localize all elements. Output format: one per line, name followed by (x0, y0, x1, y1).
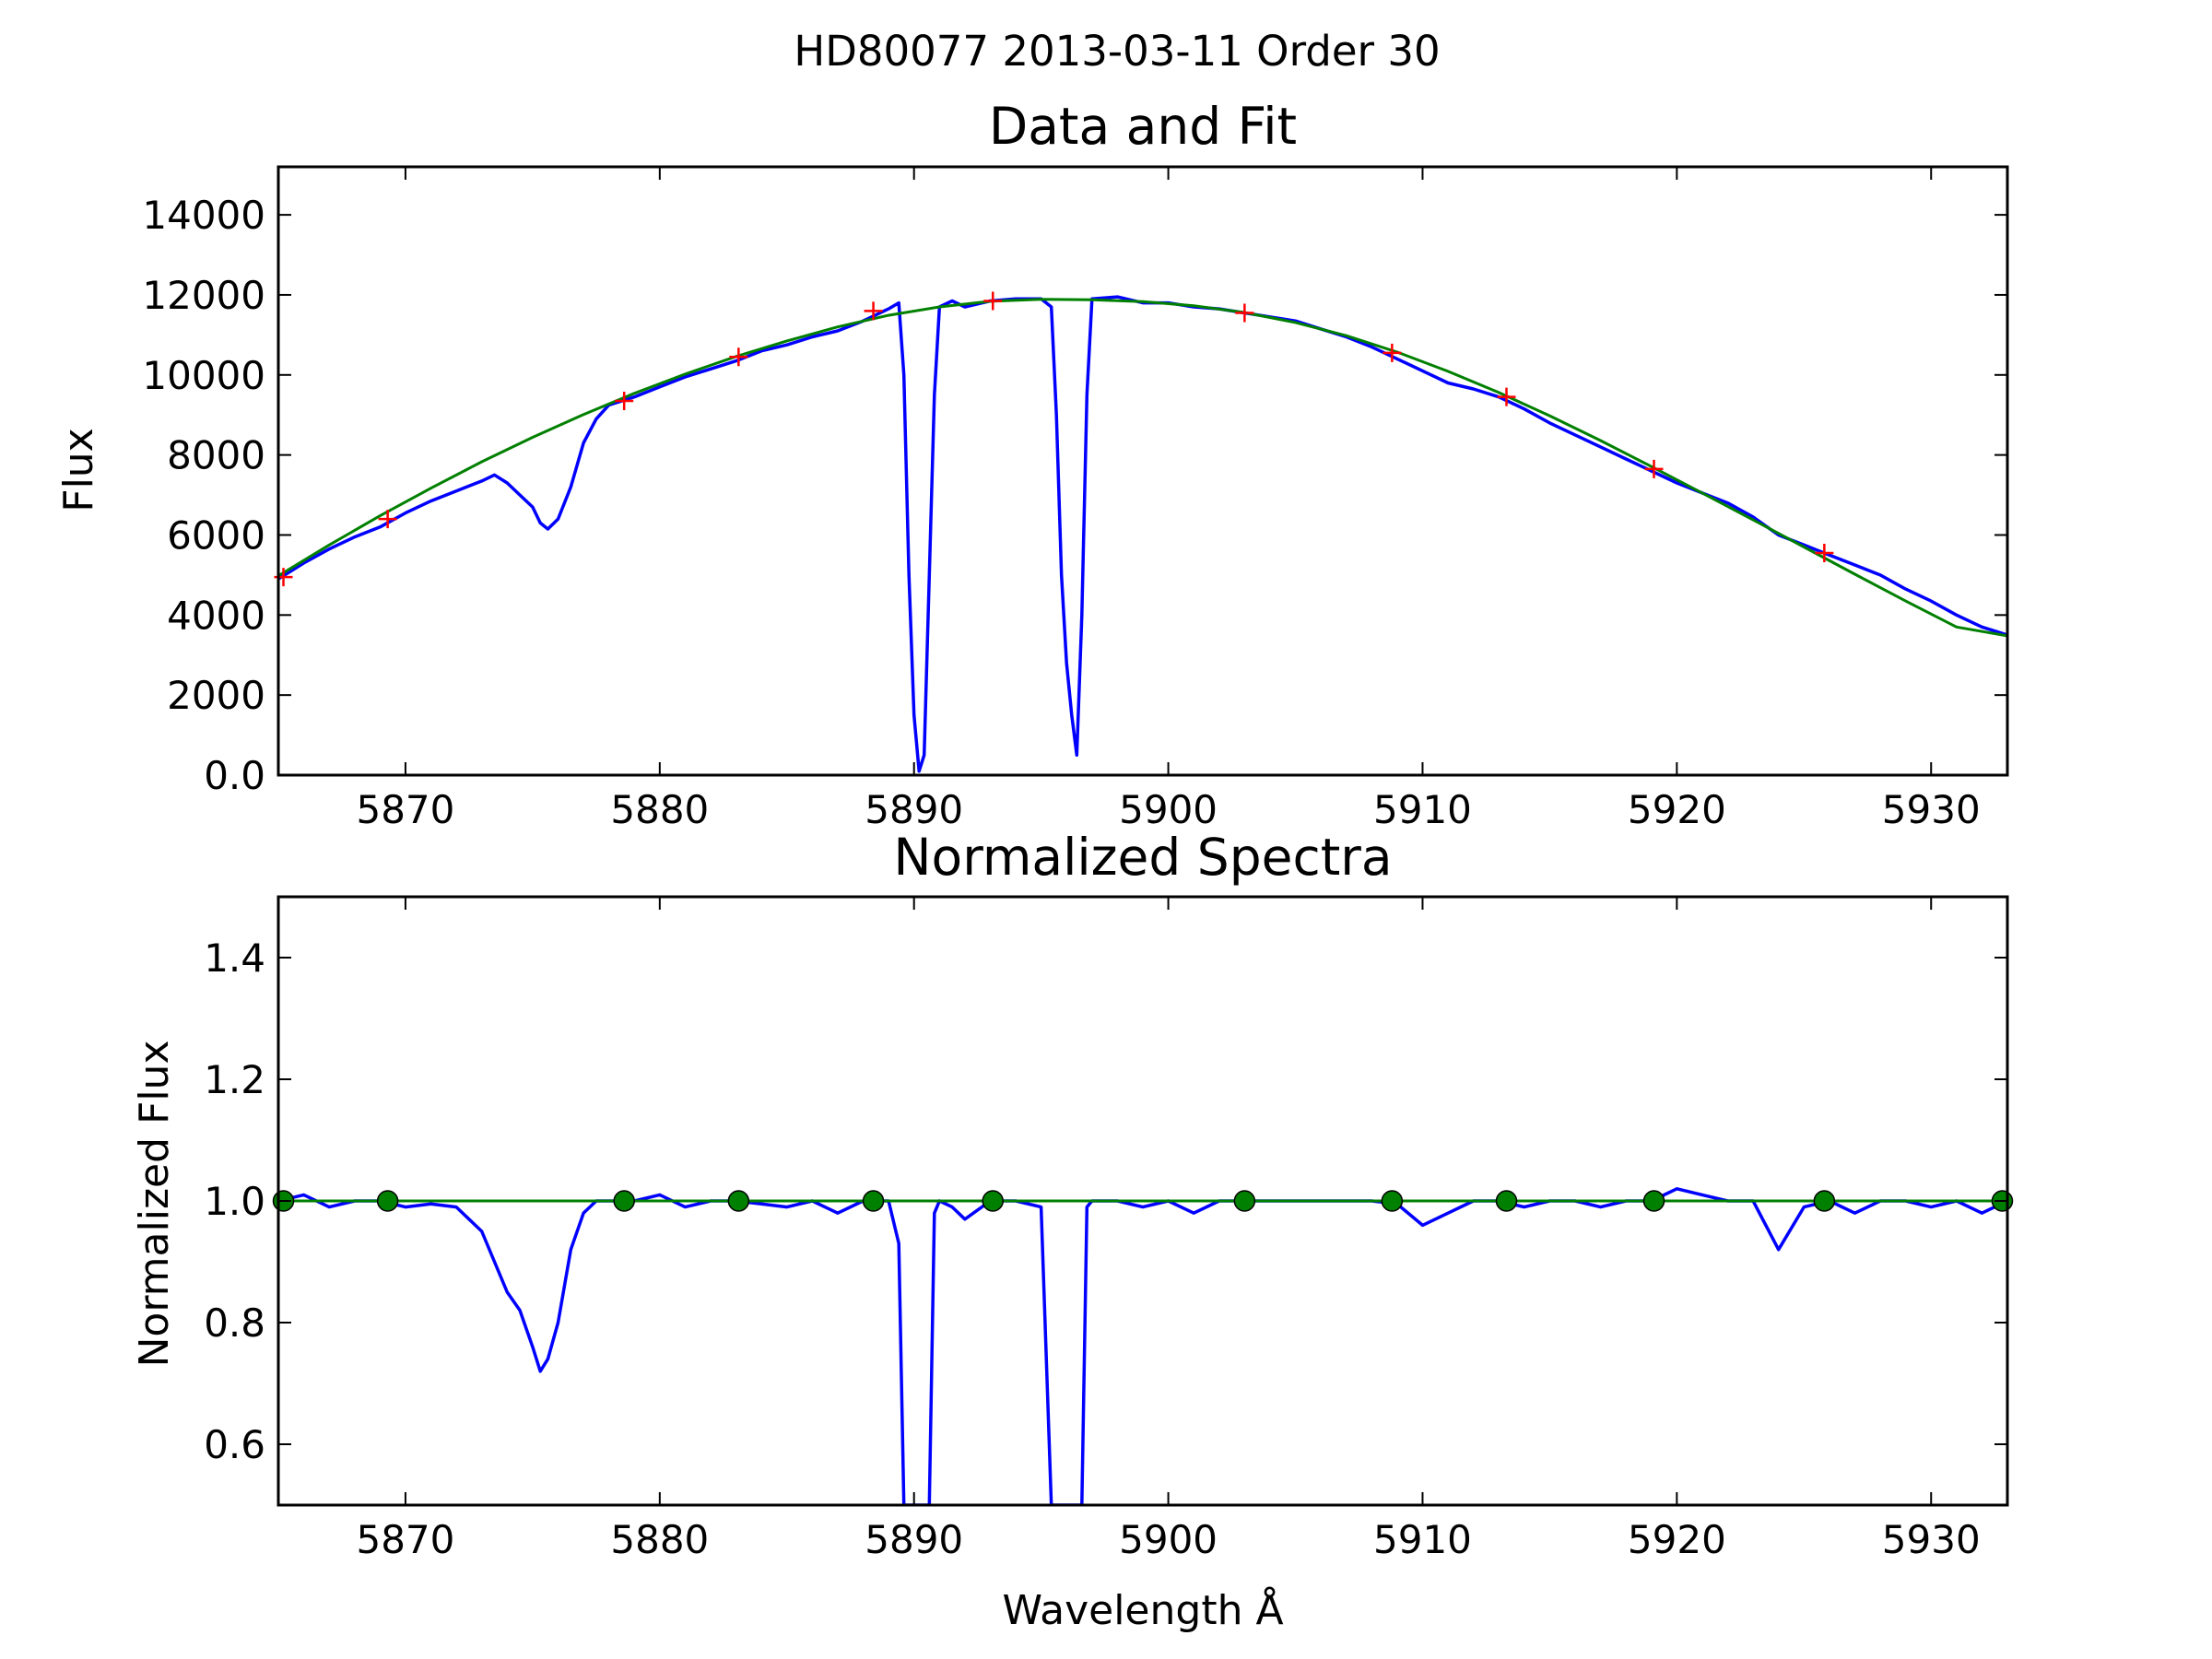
bottom-normalized-point (862, 1190, 885, 1212)
bottom-x-tick-label: 5920 (1628, 1517, 1726, 1562)
bottom-x-tick-label: 5870 (356, 1517, 454, 1562)
bottom-spectrum-line (278, 1187, 2007, 1505)
top-y-tick-label: 12000 (142, 273, 265, 318)
bottom-plot-area: 5870 5880 5890 5900 5910 5920 5930 0.6 0.8 1.0 1.2… (204, 895, 2014, 1562)
bottom-normalized-point (1381, 1190, 1404, 1212)
bottom-normalized-point (376, 1190, 399, 1212)
top-panel-title: Data and Fit (989, 97, 1297, 156)
bottom-y-axis-label: Normalized Flux (131, 1041, 178, 1368)
top-x-tick-label: 5900 (1119, 787, 1218, 832)
bottom-normalized-point (1813, 1190, 1836, 1212)
top-continuum-point (1815, 544, 1834, 563)
top-continuum-point (1497, 387, 1516, 406)
top-continuum-point (983, 291, 1003, 311)
bottom-normalized-point (1233, 1190, 1256, 1212)
bottom-panel-title: Normalized Spectra (893, 828, 1392, 887)
bottom-x-axis-label: Wavelength Å (1002, 1585, 1283, 1634)
top-x-tick-label: 5910 (1373, 787, 1472, 832)
top-x-tick-label: 5930 (1882, 787, 1981, 832)
bottom-x-tick-label: 5890 (865, 1517, 963, 1562)
bottom-normalized-point (1495, 1190, 1518, 1212)
top-x-tick-label: 5920 (1628, 787, 1726, 832)
top-y-tick-label: 0.0 (204, 753, 265, 798)
bottom-data-layer (278, 1187, 2007, 1505)
top-y-tick-label: 14000 (142, 193, 265, 238)
top-fit-line (278, 298, 2007, 638)
bottom-y-tick-label: 0.6 (204, 1422, 265, 1467)
bottom-normalized-point (1642, 1190, 1665, 1212)
top-y-tick-label: 2000 (167, 673, 265, 718)
top-continuum-point (1644, 459, 1664, 478)
top-continuum-point (864, 301, 883, 321)
top-y-tick-label: 4000 (167, 593, 265, 638)
bottom-normalized-point (982, 1190, 1004, 1212)
bottom-normalized-point (613, 1190, 635, 1212)
top-x-tick-label: 5880 (610, 787, 709, 832)
panel-top: Data and Fit Flux 5870 5880 5890 5900 5910 59… (55, 97, 2009, 832)
bottom-x-tick-label: 5930 (1882, 1517, 1981, 1562)
top-y-axis-label: Flux (55, 428, 102, 512)
top-plot-area: 5870 5880 5890 5900 5910 5920 5930 0.0 2000 4000 6… (142, 165, 2009, 832)
top-continuum-point (615, 392, 634, 411)
bottom-y-tick-label: 0.8 (204, 1300, 265, 1346)
top-continuum-point (729, 347, 748, 367)
top-spectrum-line (278, 295, 2007, 773)
panel-bottom: Normalized Spectra Normalized Flux Wavel… (131, 828, 2014, 1634)
top-axes-frame (276, 165, 2009, 777)
bottom-y-tick-label: 1.2 (204, 1057, 265, 1102)
bottom-x-tick-label: 5880 (610, 1517, 709, 1562)
bottom-x-tick-label: 5910 (1373, 1517, 1472, 1562)
figure-suptitle: HD80077 2013-03-11 Order 30 (794, 27, 1440, 76)
top-continuum-point (1235, 303, 1254, 323)
bottom-y-tick-label: 1.0 (204, 1179, 265, 1224)
bottom-y-tick-label: 1.4 (204, 935, 265, 981)
bottom-x-tick-label: 5900 (1119, 1517, 1218, 1562)
top-x-tick-label: 5870 (356, 787, 454, 832)
top-y-tick-label: 10000 (142, 353, 265, 398)
top-data-layer (278, 295, 2007, 773)
top-continuum-point (378, 510, 397, 529)
top-x-tick-label: 5890 (865, 787, 963, 832)
top-continuum-point (1382, 343, 1402, 362)
top-y-tick-label: 8000 (167, 433, 265, 478)
bottom-normalized-point (727, 1190, 750, 1212)
top-y-tick-label: 6000 (167, 512, 265, 558)
